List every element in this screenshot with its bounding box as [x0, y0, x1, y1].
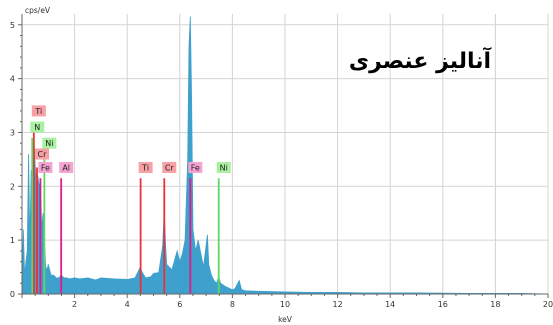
- marker-label-ni-9: Ni: [220, 163, 228, 172]
- x-tick-label-1: 4: [125, 300, 130, 309]
- spectrum-layer: [21, 16, 549, 295]
- marker-label-al-5: Al: [62, 163, 70, 172]
- y-axis-label: cps/eV: [25, 6, 51, 15]
- spectrum-series: [21, 16, 549, 295]
- y-tick-label-0: 0: [10, 290, 15, 299]
- y-tick-label-3: 3: [10, 128, 15, 137]
- element-markers: Ti N Ni Cr Fe Al Ti Cr Fe Ni: [30, 105, 231, 294]
- marker-label-fe-4: Fe: [41, 163, 50, 172]
- marker-box-fe-4: [38, 161, 53, 173]
- marker-box-cr-7: [162, 161, 177, 173]
- marker-label-cr-7: Cr: [165, 163, 175, 172]
- x-tick-label-2: 6: [177, 300, 182, 309]
- marker-box-ti-6: [138, 161, 153, 173]
- marker-box-ti-0: [31, 105, 46, 117]
- chart-title: آنالیز عنصری: [349, 46, 492, 74]
- marker-box-ni-9: [216, 161, 231, 173]
- x-tick-label-5: 12: [333, 300, 343, 309]
- x-tick-label-0: 2: [72, 300, 77, 309]
- marker-label-ti-6: Ti: [141, 163, 149, 172]
- marker-box-al-5: [59, 161, 74, 173]
- y-tick-label-1: 1: [10, 236, 15, 245]
- marker-label-fe-8: Fe: [191, 163, 200, 172]
- grid: [22, 14, 549, 294]
- marker-box-cr-3: [34, 148, 49, 160]
- marker-label-n-1: N: [34, 123, 40, 132]
- x-axis-label: keV: [278, 315, 293, 324]
- x-tick-label-8: 18: [490, 300, 500, 309]
- x-tick-label-9: 20: [543, 300, 553, 309]
- y-tick-label-5: 5: [10, 21, 15, 30]
- marker-label-ni-2: Ni: [45, 139, 53, 148]
- marker-label-cr-3: Cr: [38, 150, 48, 159]
- marker-label-ti-0: Ti: [34, 107, 42, 116]
- axes: [18, 14, 549, 298]
- x-tick-label-6: 14: [385, 300, 395, 309]
- marker-box-n-1: [30, 121, 45, 133]
- marker-box-fe-8: [188, 161, 203, 173]
- y-tick-label-2: 2: [10, 182, 15, 191]
- marker-box-ni-2: [42, 137, 57, 149]
- y-tick-label-4: 4: [10, 75, 15, 84]
- x-tick-label-3: 8: [230, 300, 235, 309]
- x-tick-label-4: 10: [280, 300, 290, 309]
- x-tick-label-7: 16: [438, 300, 448, 309]
